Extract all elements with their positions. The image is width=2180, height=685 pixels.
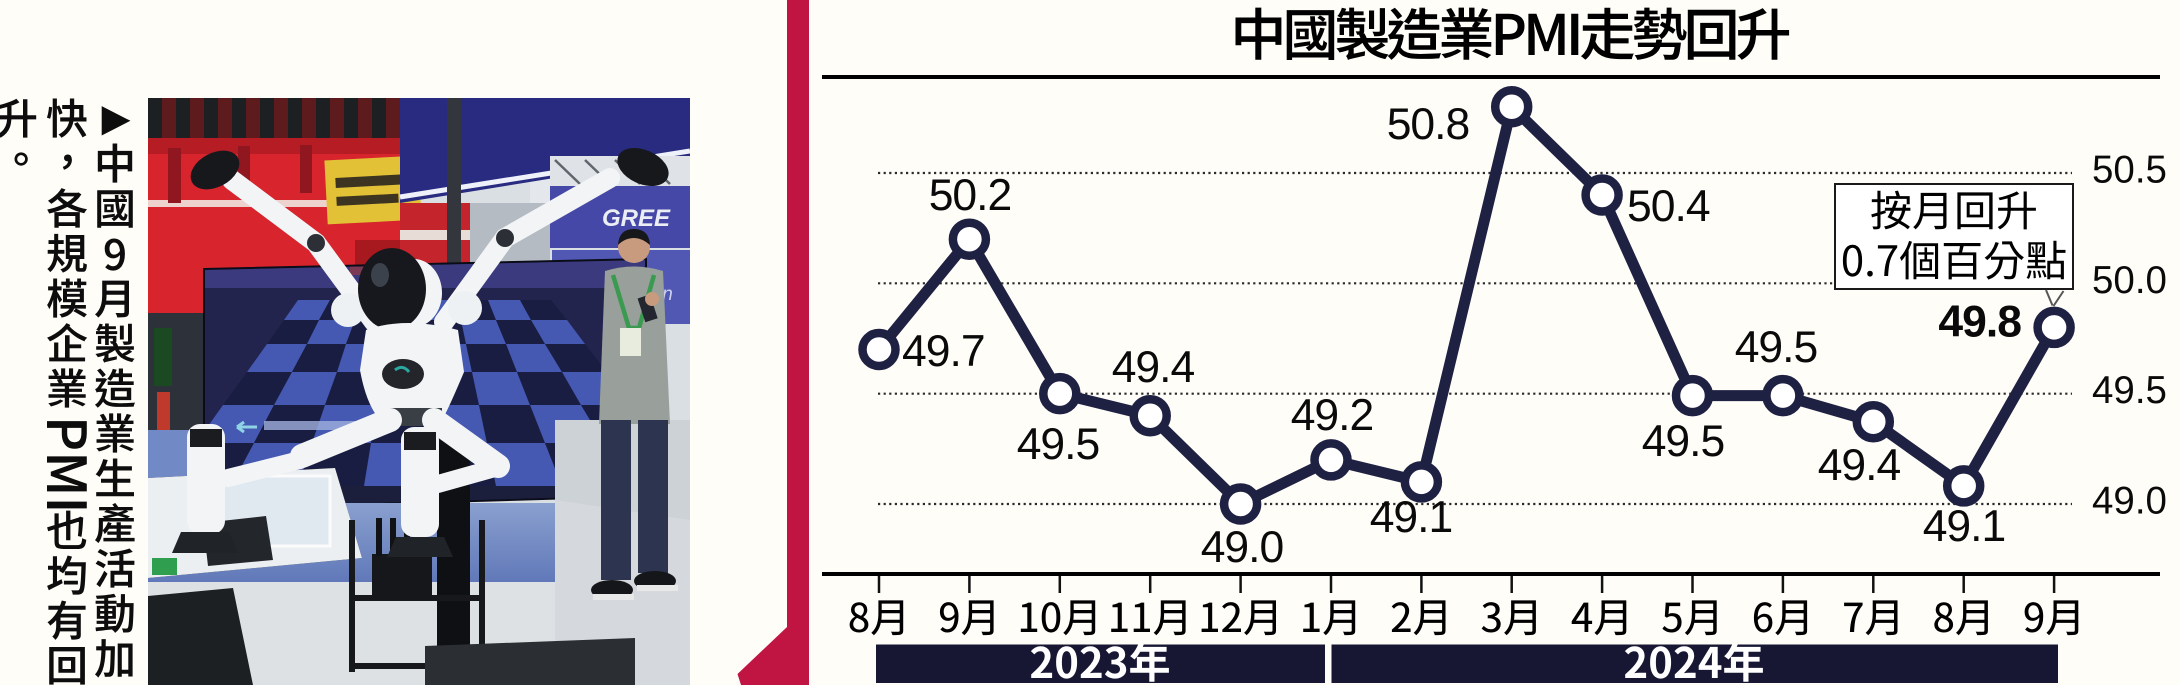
svg-text:50.2: 50.2 [929,171,1012,220]
svg-text:49.2: 49.2 [1291,391,1374,440]
svg-text:49.4: 49.4 [1112,343,1195,392]
svg-text:49.5: 49.5 [1017,420,1100,469]
svg-text:49.4: 49.4 [1818,441,1901,490]
svg-text:GREE: GREE [602,205,671,232]
svg-text:49.8: 49.8 [1938,298,2021,347]
svg-text:50.8: 50.8 [1387,100,1470,149]
svg-text:49.5: 49.5 [1735,323,1818,372]
svg-text:49.7: 49.7 [902,327,985,376]
svg-text:49.5: 49.5 [1642,417,1725,466]
svg-text:50.0: 50.0 [2092,259,2167,302]
svg-text:49.1: 49.1 [1370,493,1453,542]
svg-text:49.1: 49.1 [1923,502,2006,551]
svg-text:49.0: 49.0 [1201,523,1284,572]
svg-text:49.5: 49.5 [2092,369,2167,412]
svg-text:50.5: 50.5 [2092,149,2167,192]
svg-text:50.4: 50.4 [1627,182,1710,231]
svg-text:49.0: 49.0 [2092,480,2167,523]
